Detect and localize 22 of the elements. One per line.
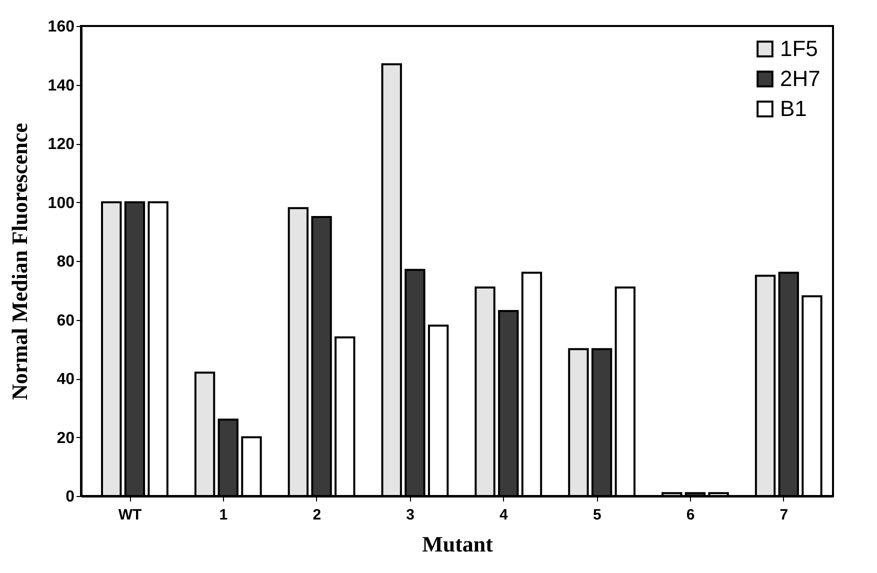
x-axis-title: Mutant xyxy=(422,532,494,556)
legend-label: B1 xyxy=(780,96,807,121)
y-tick-label: 120 xyxy=(48,136,75,153)
y-tick-label: 0 xyxy=(66,488,75,506)
y-tick-label: 20 xyxy=(56,430,75,447)
y-tick-label: 160 xyxy=(48,18,75,36)
x-tick-label: 4 xyxy=(500,506,509,524)
y-tick-label: 100 xyxy=(48,194,75,212)
x-tick-label: 2 xyxy=(312,506,322,524)
x-tick-label: 7 xyxy=(780,506,788,524)
y-tick-label: 140 xyxy=(48,77,75,94)
y-axis-title: Normal Median Fluorescence xyxy=(6,122,32,400)
x-tick-label: 1 xyxy=(219,506,228,524)
x-tick-label: WT xyxy=(118,506,142,524)
x-tick-label: 5 xyxy=(592,506,602,524)
x-tick-label: 3 xyxy=(406,506,414,524)
y-tick-label: 80 xyxy=(56,254,75,270)
y-tick-label: 60 xyxy=(56,312,75,330)
legend-label: 2H7 xyxy=(780,66,820,91)
legend-label: 1F5 xyxy=(780,36,818,61)
y-tick-label: 40 xyxy=(56,371,75,388)
x-tick-label: 6 xyxy=(686,506,695,524)
